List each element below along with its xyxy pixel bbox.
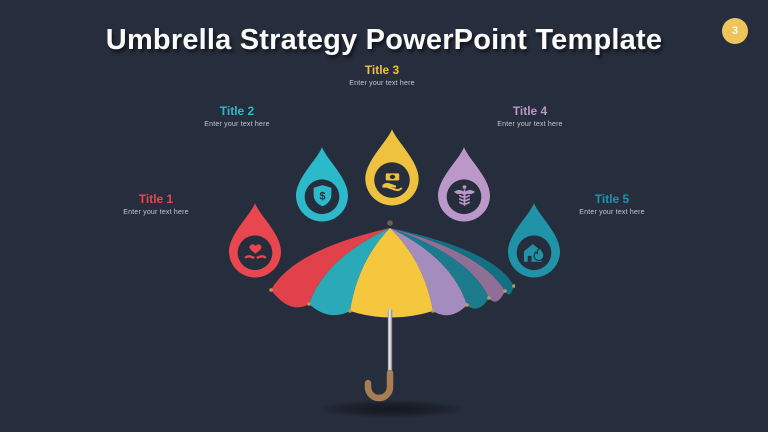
- label-title-1[interactable]: Title 1 Enter your text here: [91, 192, 221, 217]
- canopy-panel: [271, 228, 390, 308]
- droplet-item-1[interactable]: [224, 202, 286, 280]
- shield-dollar-icon: $: [309, 183, 336, 210]
- hands-heart-icon: [242, 239, 269, 266]
- label-title-text[interactable]: Title 4: [512, 104, 548, 118]
- canopy-panel: [309, 228, 390, 316]
- svg-text:$: $: [319, 191, 325, 203]
- umbrella-handle: [364, 369, 394, 402]
- house-fire-icon: [521, 239, 548, 266]
- label-placeholder-text[interactable]: Enter your text here: [349, 79, 415, 87]
- umbrella-shadow: [318, 400, 466, 418]
- label-title-text[interactable]: Title 5: [594, 192, 630, 206]
- umbrella-graphic: [269, 220, 515, 402]
- hand-money-icon: [379, 167, 406, 194]
- umbrella-canopy: [271, 228, 514, 318]
- canopy-panel: [390, 228, 467, 316]
- umbrella-finial: [387, 220, 393, 226]
- page-title: Umbrella Strategy PowerPoint Template: [105, 24, 663, 56]
- droplet-item-5[interactable]: [503, 202, 565, 280]
- label-title-2[interactable]: Title 2 Enter your text here: [172, 104, 302, 129]
- caduceus-icon: [451, 183, 478, 210]
- label-title-text[interactable]: Title 1: [138, 192, 174, 206]
- droplet-item-3[interactable]: [360, 128, 424, 208]
- canopy-panel: [390, 228, 489, 309]
- canopy-panel: [390, 228, 505, 302]
- label-title-3[interactable]: Title 3 Enter your text here: [317, 63, 447, 88]
- droplet-item-4[interactable]: [433, 146, 495, 224]
- umbrella-pole: [387, 309, 393, 375]
- label-title-text[interactable]: Title 3: [364, 63, 400, 77]
- slide-number-badge: 3: [722, 18, 748, 44]
- label-placeholder-text[interactable]: Enter your text here: [579, 208, 645, 216]
- label-placeholder-text[interactable]: Enter your text here: [123, 208, 189, 216]
- label-placeholder-text[interactable]: Enter your text here: [204, 120, 270, 128]
- label-title-5[interactable]: Title 5 Enter your text here: [547, 192, 677, 217]
- canopy-panel: [350, 228, 433, 318]
- droplet-item-2[interactable]: $: [291, 146, 353, 224]
- umbrella-tip-dots: [269, 284, 515, 313]
- droplet-shape: [365, 129, 419, 206]
- label-title-text[interactable]: Title 2: [219, 104, 255, 118]
- label-title-4[interactable]: Title 4 Enter your text here: [465, 104, 595, 129]
- label-placeholder-text[interactable]: Enter your text here: [497, 120, 563, 128]
